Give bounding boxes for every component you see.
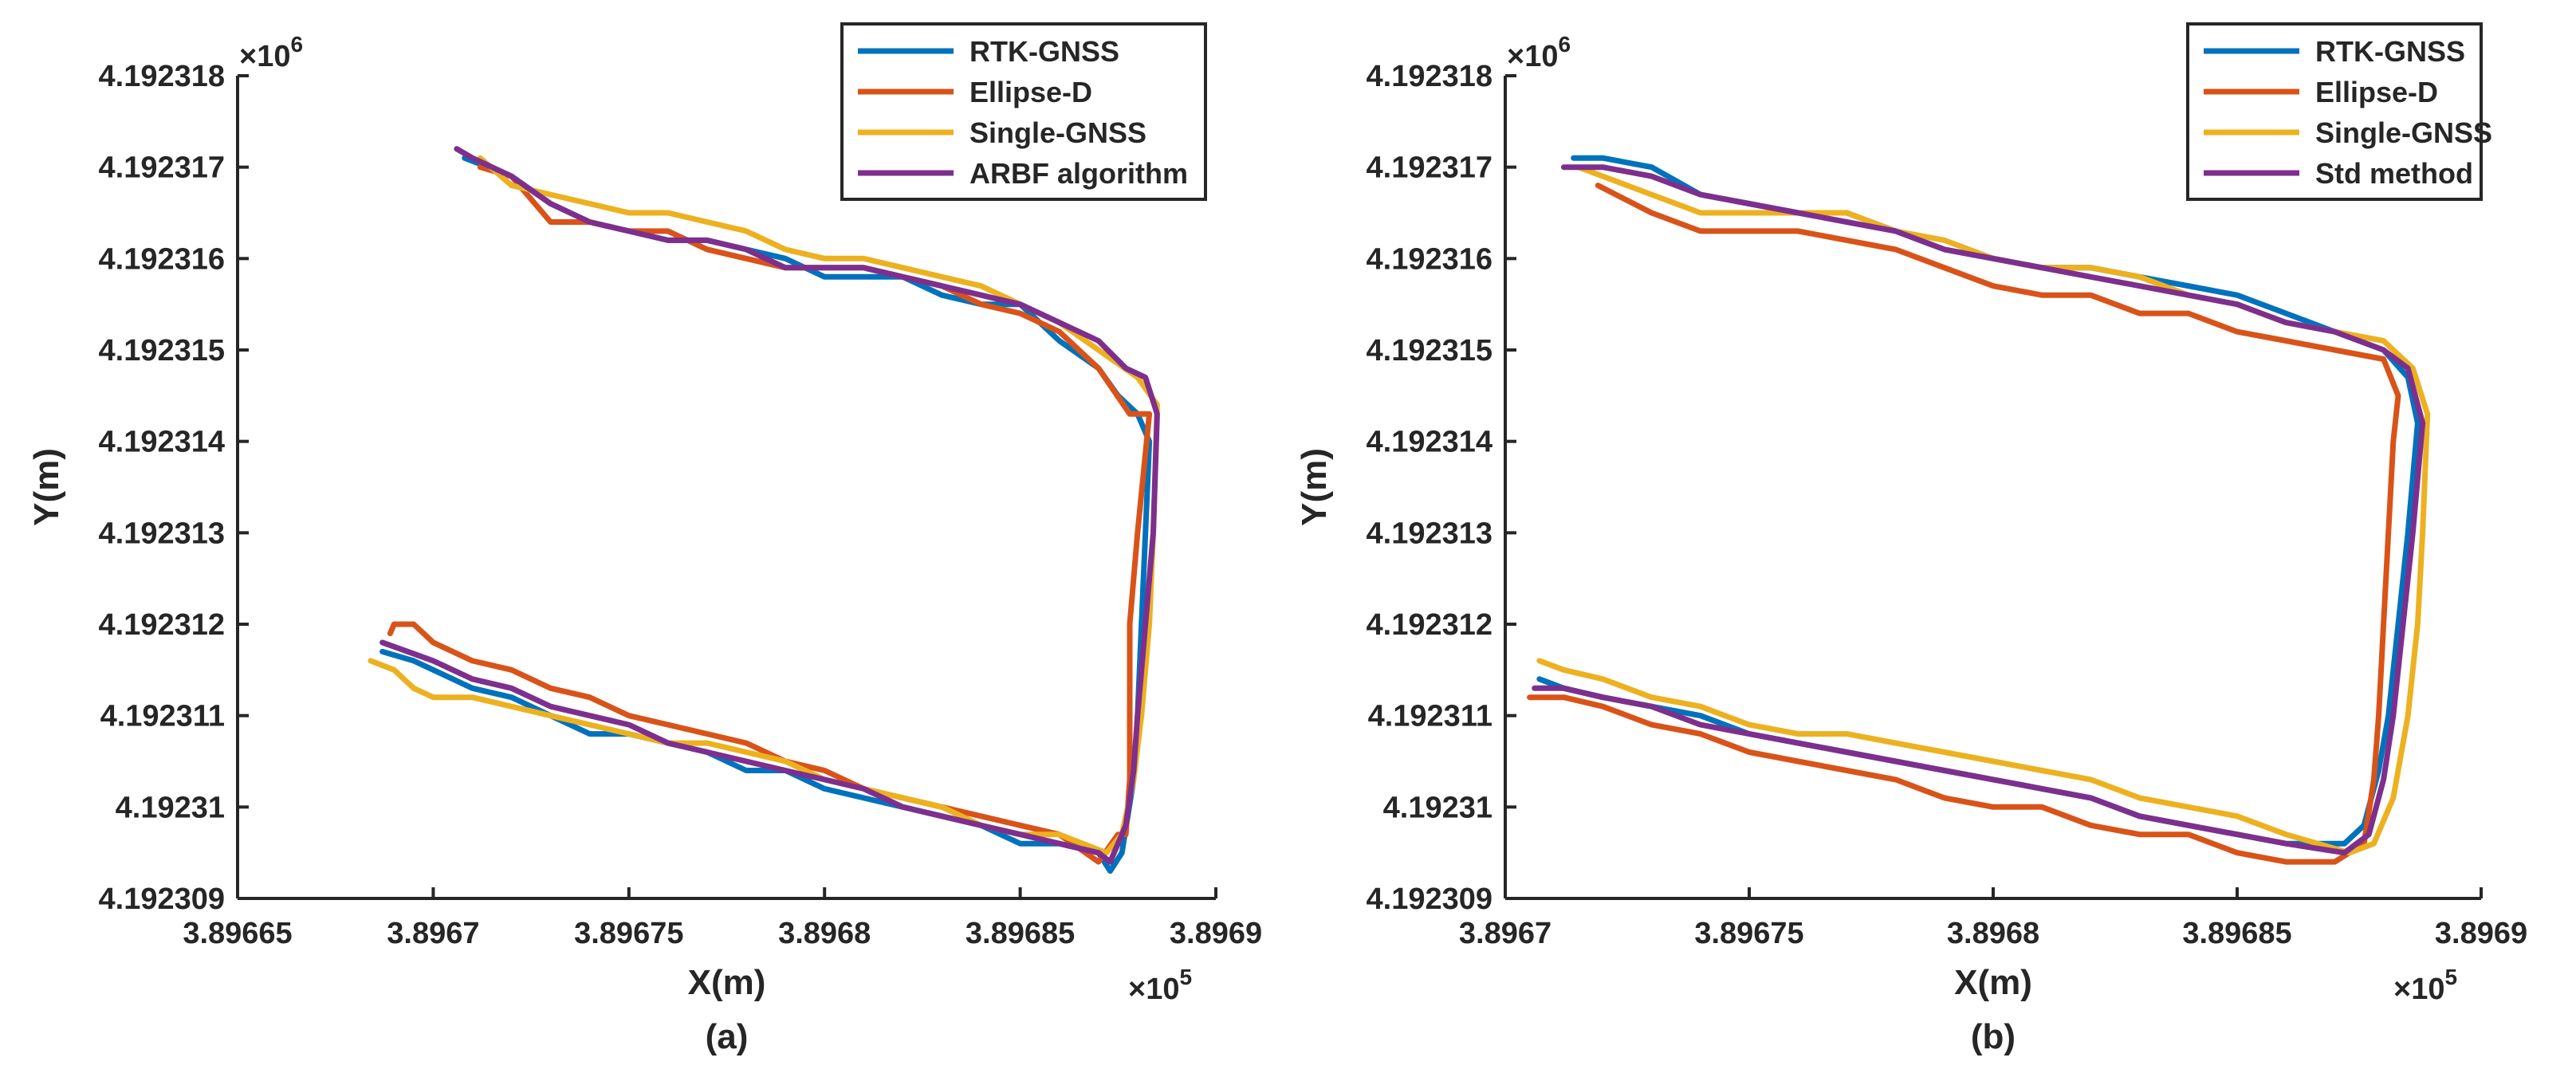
panel-a: 3.89665 3.8967 3.89675 3.8968 3.89685 3.8969 4… [27, 22, 1262, 1056]
legend-label: Ellipse-D [969, 76, 1092, 108]
legend-label: Single-GNSS [2315, 116, 2492, 149]
y-tick-label: 4.192312 [1367, 608, 1493, 642]
y-tick-label: 4.192318 [99, 60, 226, 93]
x-multiplier: ×105 [2393, 965, 2457, 1006]
y-tick-label: 4.192314 [1367, 426, 1493, 459]
y-axis-label: Y(m) [1295, 448, 1334, 526]
y-tick-label: 4.192315 [1367, 334, 1493, 368]
x-multiplier-exp: 5 [1179, 965, 1192, 989]
x-tick-label: 3.89685 [966, 917, 1075, 950]
legend-label: Single-GNSS [969, 116, 1146, 149]
y-multiplier-exp: 6 [1558, 32, 1571, 57]
x-multiplier: ×105 [1128, 965, 1192, 1006]
legend: RTK-GNSS Ellipse-D Single-GNSS ARBF algorit… [840, 22, 1207, 201]
series-line-arbf-algorithm [380, 146, 1160, 865]
y-axis-label: Y(m) [27, 448, 66, 526]
y-tick-label: 4.19231 [1383, 791, 1493, 824]
x-axis-label: X(m) [1954, 963, 2032, 1002]
legend-label: RTK-GNSS [969, 35, 1119, 68]
y-tick-label: 4.19231 [116, 791, 225, 824]
y-tick-label: 4.192316 [99, 242, 226, 276]
series-line-std-method [1532, 164, 2426, 856]
x-tick-label: 3.8967 [387, 917, 479, 950]
y-tick-label: 4.192317 [99, 151, 226, 185]
y-multiplier: ×106 [239, 32, 303, 73]
panel-label: (a) [706, 1017, 749, 1056]
x-tick-label: 3.8969 [2435, 917, 2527, 950]
y-tick-label: 4.192314 [99, 426, 226, 459]
x-tick-label: 3.89685 [2182, 917, 2291, 950]
x-multiplier-exp: 5 [2444, 965, 2457, 989]
x-tick-label: 3.89675 [574, 917, 683, 950]
y-tick-label: 4.192313 [99, 517, 226, 550]
y-multiplier-base: ×10 [239, 40, 290, 73]
panel-b: 3.8967 3.89675 3.8968 3.89685 3.8969 4.192309… [1295, 22, 2527, 1056]
x-tick-label: 3.89665 [183, 917, 292, 950]
y-tick-label: 4.192309 [99, 882, 226, 916]
legend-label: Ellipse-D [2315, 76, 2438, 108]
x-axis-label: X(m) [688, 963, 766, 1002]
y-multiplier-base: ×10 [1507, 40, 1558, 73]
legend-label: ARBF algorithm [969, 157, 1188, 190]
y-tick-label: 4.192316 [1367, 242, 1493, 276]
x-tick-label: 3.8968 [778, 917, 871, 950]
panel-label: (b) [1971, 1017, 2016, 1056]
x-tick-label: 3.8967 [1459, 917, 1551, 950]
legend: RTK-GNSS Ellipse-D Single-GNSS Std method [2186, 22, 2492, 201]
y-multiplier-exp: 6 [290, 32, 303, 57]
x-multiplier-base: ×10 [2393, 973, 2444, 1006]
x-tick-label: 3.8969 [1170, 917, 1262, 950]
x-multiplier-base: ×10 [1128, 973, 1179, 1006]
y-tick-label: 4.192312 [99, 608, 226, 642]
legend-label: RTK-GNSS [2315, 35, 2465, 68]
y-tick-label: 4.192315 [99, 334, 226, 368]
y-tick-label: 4.192309 [1367, 882, 1493, 916]
y-tick-label: 4.192317 [1367, 151, 1493, 185]
y-tick-label: 4.192313 [1367, 517, 1493, 550]
x-tick-label: 3.8968 [1947, 917, 2039, 950]
y-tick-label: 4.192318 [1367, 60, 1493, 93]
x-tick-label: 3.89675 [1694, 917, 1803, 950]
series-line-ellipse-d [1527, 183, 2401, 865]
y-tick-label: 4.192311 [1368, 700, 1493, 733]
legend-label: Std method [2315, 157, 2473, 190]
y-tick-label: 4.192311 [100, 700, 225, 733]
y-multiplier: ×106 [1507, 32, 1571, 73]
